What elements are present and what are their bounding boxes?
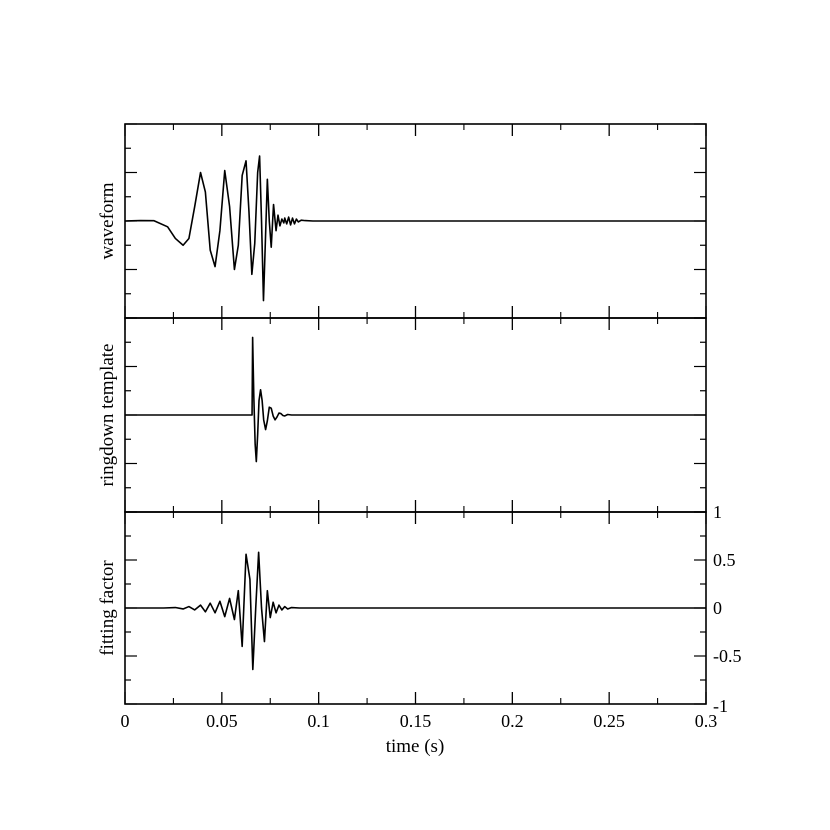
x-tick-label: 0.25 — [593, 711, 625, 731]
panel-waveform: waveform — [97, 123, 707, 319]
right-tick-label: -0.5 — [713, 646, 742, 666]
right-tick-label: 0.5 — [713, 550, 736, 570]
x-tick-label: 0.05 — [206, 711, 238, 731]
right-tick-labels: 1 0.5 0 -0.5 -1 — [713, 502, 742, 716]
x-tick-label: 0 — [121, 711, 130, 731]
right-tick-label: 1 — [713, 502, 722, 522]
series-line-1 — [124, 155, 706, 302]
series-line-1 — [125, 551, 706, 671]
series-line-1 — [125, 336, 706, 463]
y-axis-title: ringdown template — [97, 344, 118, 487]
y-axis-title: waveform — [97, 182, 118, 259]
x-axis-title: time (s) — [386, 736, 445, 757]
panel-ringdown-template: ringdown template — [97, 317, 707, 513]
x-tick-label: 0.3 — [695, 711, 718, 731]
panel-fitting-factor: fitting factor — [97, 511, 707, 705]
right-tick-label: -1 — [713, 696, 728, 716]
y-axis-title: fitting factor — [97, 560, 118, 656]
right-tick-label: 0 — [713, 598, 722, 618]
chart-panels: waveform ringdown template fitting factor — [97, 123, 707, 705]
x-tick-label: 0.2 — [501, 711, 524, 731]
x-tick-label: 0.1 — [307, 711, 330, 731]
x-tick-labels: 0 0.05 0.1 0.15 0.2 0.25 0.3 — [121, 711, 718, 731]
x-tick-label: 0.15 — [400, 711, 432, 731]
